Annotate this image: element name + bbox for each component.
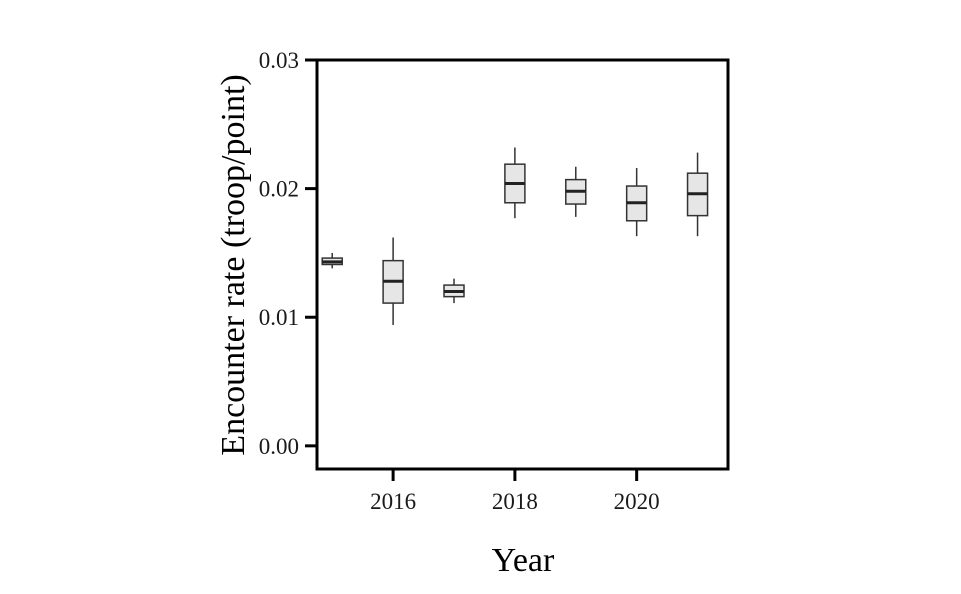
x-axis-title: Year [492, 542, 555, 579]
y-tick-label: 0.02 [259, 177, 299, 202]
y-axis-title: Encounter rate (troop/point) [215, 74, 252, 455]
boxes-layer [321, 147, 709, 325]
y-tick-label: 0.00 [259, 434, 299, 459]
box-2015 [321, 252, 343, 269]
box-2021 [686, 152, 709, 237]
y-axis: 0.00 0.01 0.02 0.03 [259, 48, 317, 459]
box-2020 [625, 168, 648, 237]
plot-frame [315, 58, 730, 471]
x-tick-label: 2016 [370, 489, 416, 514]
box-2018 [504, 147, 526, 219]
box-2016 [382, 237, 404, 325]
x-axis: 2016 2018 2020 [370, 469, 660, 514]
x-tick-label: 2020 [614, 489, 660, 514]
box-2017 [443, 278, 465, 304]
y-tick-label: 0.03 [259, 48, 299, 73]
box-2019 [565, 166, 587, 217]
y-tick-label: 0.01 [259, 305, 299, 330]
x-tick-label: 2018 [492, 489, 538, 514]
